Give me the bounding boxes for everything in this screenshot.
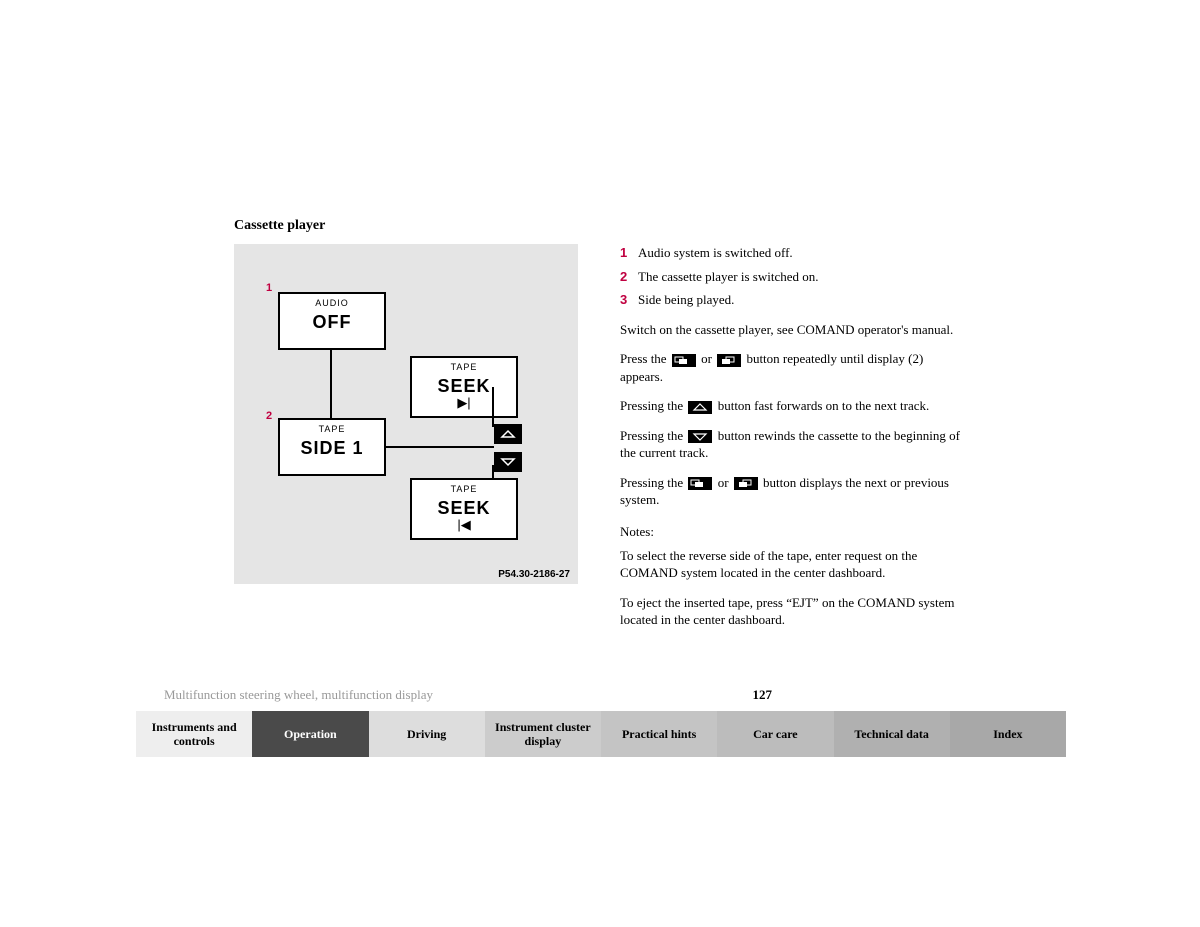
note-text: To select the reverse side of the tape, … <box>620 547 960 582</box>
manual-page: Cassette player 1 2 3 AUDIO OFF TAPE SEE… <box>234 218 966 629</box>
notes-heading: Notes: <box>620 523 960 541</box>
up-arrow-icon <box>494 424 522 444</box>
connector-line <box>492 387 494 427</box>
callout-2: 2 <box>266 410 272 422</box>
nav-tab-index[interactable]: Index <box>950 711 1066 757</box>
legend-item: 3 Side being played. <box>620 291 960 309</box>
down-arrow-icon <box>494 452 522 472</box>
paragraph: Pressing the button rewinds the cassette… <box>620 427 960 462</box>
paragraph: Pressing the or button displays the next… <box>620 474 960 509</box>
connector-line <box>330 350 332 418</box>
display-tape-seek-fwd: TAPE SEEK ▶| <box>410 356 518 418</box>
display-value: SIDE 1 <box>280 434 384 463</box>
seek-fwd-icon: ▶| <box>412 395 516 411</box>
nav-tab-car-care[interactable]: Car care <box>717 711 833 757</box>
text-fragment: or <box>701 351 715 366</box>
callout-1: 1 <box>266 282 272 294</box>
text-fragment: or <box>718 475 732 490</box>
text-fragment: button fast forwards on to the next trac… <box>718 398 930 413</box>
display-label: TAPE <box>412 358 516 372</box>
nav-tab-instrument-cluster-display[interactable]: Instrument cluster display <box>485 711 601 757</box>
text-fragment: Press the <box>620 351 670 366</box>
legend-number: 1 <box>620 244 638 262</box>
nav-tab-instruments-and-controls[interactable]: Instruments and controls <box>136 711 252 757</box>
paragraph: Pressing the button fast forwards on to … <box>620 397 960 415</box>
page-footer: Multifunction steering wheel, multifunct… <box>160 687 1060 757</box>
nav-tab-practical-hints[interactable]: Practical hints <box>601 711 717 757</box>
display-diagram: 1 2 3 AUDIO OFF TAPE SEEK ▶| TAPE SIDE 1… <box>234 244 578 584</box>
display-label: AUDIO <box>280 294 384 308</box>
nav-tabs: Instruments and controlsOperationDriving… <box>136 711 1066 757</box>
diagram-reference: P54.30-2186-27 <box>498 569 570 580</box>
legend-text: The cassette player is switched on. <box>638 268 819 286</box>
page-number: 127 <box>753 687 773 703</box>
section-title: Cassette player <box>234 218 966 234</box>
legend-item: 2 The cassette player is switched on. <box>620 268 960 286</box>
legend-number: 2 <box>620 268 638 286</box>
display-label: TAPE <box>280 420 384 434</box>
description-column: 1 Audio system is switched off. 2 The ca… <box>620 244 960 629</box>
system-prev-icon <box>672 354 696 367</box>
paragraph: Press the or button repeatedly until dis… <box>620 350 960 385</box>
note-text: To eject the inserted tape, press “EJT” … <box>620 594 960 629</box>
up-button-icon <box>688 401 712 414</box>
system-prev-icon <box>688 477 712 490</box>
footer-top-row: Multifunction steering wheel, multifunct… <box>160 687 1060 711</box>
system-next-icon <box>717 354 741 367</box>
nav-tab-operation[interactable]: Operation <box>252 711 368 757</box>
down-button-icon <box>688 430 712 443</box>
connector-line <box>386 446 494 448</box>
legend-text: Side being played. <box>638 291 734 309</box>
paragraph: Switch on the cassette player, see COMAN… <box>620 321 960 339</box>
display-audio-off: AUDIO OFF <box>278 292 386 350</box>
nav-tab-technical-data[interactable]: Technical data <box>834 711 950 757</box>
seek-back-icon: |◀ <box>412 517 516 533</box>
display-value: OFF <box>280 308 384 337</box>
content-row: 1 2 3 AUDIO OFF TAPE SEEK ▶| TAPE SIDE 1… <box>234 244 966 629</box>
display-tape-side: TAPE SIDE 1 <box>278 418 386 476</box>
display-label: TAPE <box>412 480 516 494</box>
legend-text: Audio system is switched off. <box>638 244 793 262</box>
text-fragment: Pressing the <box>620 398 686 413</box>
nav-tab-driving[interactable]: Driving <box>369 711 485 757</box>
footer-section-title: Multifunction steering wheel, multifunct… <box>164 687 433 703</box>
text-fragment: Pressing the <box>620 475 686 490</box>
legend-item: 1 Audio system is switched off. <box>620 244 960 262</box>
text-fragment: Pressing the <box>620 428 686 443</box>
legend-number: 3 <box>620 291 638 309</box>
system-next-icon <box>734 477 758 490</box>
display-tape-seek-back: TAPE SEEK |◀ <box>410 478 518 540</box>
